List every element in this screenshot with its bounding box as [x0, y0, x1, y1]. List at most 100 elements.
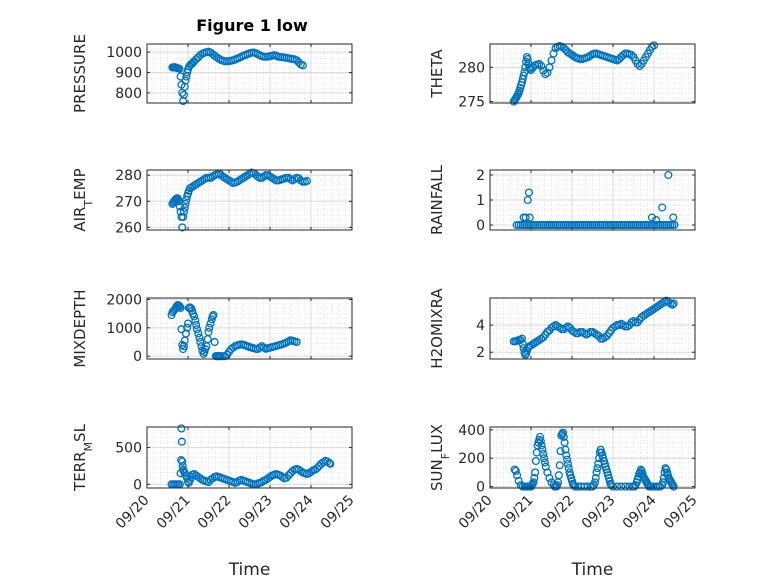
y-tick-label: 275 — [458, 95, 485, 111]
data-point — [543, 327, 552, 336]
subplot-pressure: 800 900 1000 PRESSURE — [71, 34, 353, 113]
x-tick-label: 09/24 — [620, 492, 660, 532]
minor-grid — [490, 298, 695, 359]
data-point — [178, 457, 187, 466]
series-rainfall — [512, 170, 679, 230]
x-tick-label: 09/20 — [113, 492, 153, 532]
x-tick-label: 09/24 — [277, 492, 317, 532]
data-point — [669, 213, 678, 222]
data-point — [569, 481, 578, 490]
data-point — [556, 447, 565, 456]
data-point — [181, 76, 190, 85]
data-point — [554, 471, 563, 480]
data-point — [540, 458, 549, 467]
data-point — [177, 437, 186, 446]
y-axis-label: PRESSURE — [71, 34, 89, 113]
y-tick-label: 0 — [133, 349, 142, 365]
x-axis-label: Time — [228, 560, 271, 580]
subplot-h2omixra: 2 4 H2OMIXRA — [428, 288, 696, 369]
data-point — [563, 322, 572, 331]
data-point — [179, 90, 188, 99]
series-air-temp — [168, 168, 311, 232]
data-point — [517, 334, 527, 343]
data-point — [617, 482, 626, 491]
y-axis-label: RAINFALL — [428, 164, 446, 235]
data-point — [600, 333, 609, 342]
data-point — [593, 464, 602, 473]
data-point — [195, 333, 204, 342]
data-point — [192, 320, 201, 330]
data-point — [592, 330, 601, 339]
axes-box — [489, 426, 696, 489]
x-axis-label: Time — [571, 560, 614, 580]
data-point — [516, 335, 525, 345]
data-point — [176, 72, 185, 81]
data-point — [177, 325, 186, 334]
major-grid — [147, 44, 352, 103]
tick-marks — [146, 44, 353, 103]
y-tick-label: 270 — [115, 194, 142, 210]
y-tick-label: 400 — [458, 423, 485, 439]
data-point — [175, 64, 184, 73]
subplot-terr-msl: 0 500 TERRMSL 09/20 09/21 09/22 09/23 09/24 09/2… — [71, 423, 358, 580]
subplot-theta: 275 280 THETA — [428, 41, 696, 111]
data-point — [649, 41, 659, 50]
data-point — [183, 323, 192, 332]
data-point — [591, 474, 600, 483]
data-point — [613, 482, 622, 491]
data-point — [182, 72, 191, 81]
data-point — [174, 301, 184, 310]
y-tick-label: 0 — [476, 218, 485, 234]
data-point — [627, 318, 636, 327]
major-grid — [147, 298, 352, 359]
data-point — [524, 188, 533, 197]
data-point — [563, 455, 572, 464]
data-point — [284, 471, 293, 480]
data-point — [670, 220, 679, 230]
data-point — [210, 337, 219, 347]
data-point — [519, 71, 528, 80]
data-point — [555, 461, 564, 470]
data-point — [529, 478, 538, 487]
data-point — [590, 478, 600, 487]
data-point — [635, 61, 644, 71]
y-tick-label: 2 — [476, 168, 485, 184]
data-point — [181, 329, 191, 338]
subplot-rainfall: 0 1 2 RAINFALL — [428, 164, 696, 235]
data-point — [658, 203, 667, 212]
tick-marks — [489, 427, 696, 488]
y-tick-label: 280 — [115, 168, 142, 184]
x-tick-label: 09/20 — [456, 492, 496, 532]
minor-grid — [147, 427, 352, 488]
data-point — [313, 464, 322, 473]
data-point — [196, 337, 205, 347]
data-point — [325, 458, 334, 468]
axes-box — [146, 426, 353, 489]
y-tick-label: 0 — [476, 480, 485, 496]
data-point — [668, 300, 677, 309]
data-point — [559, 44, 568, 53]
data-point — [574, 329, 583, 338]
series-theta — [509, 41, 659, 106]
y-axis-label: MIXDEPTH — [71, 289, 89, 367]
data-point — [537, 61, 546, 71]
series-pressure — [168, 47, 307, 106]
data-point — [525, 213, 534, 222]
tick-marks — [146, 170, 353, 230]
data-point — [633, 59, 642, 68]
data-point — [196, 51, 205, 60]
data-point — [540, 454, 549, 463]
y-axis-label: TERRMSL — [71, 423, 95, 492]
x-tick-label: 09/22 — [538, 492, 578, 532]
axes-box — [489, 43, 696, 104]
data-point — [192, 55, 201, 64]
tick-marks — [489, 170, 696, 230]
data-point — [179, 342, 188, 351]
data-point — [178, 223, 187, 232]
data-point — [521, 213, 530, 222]
data-point — [178, 340, 187, 349]
data-point — [306, 467, 316, 476]
